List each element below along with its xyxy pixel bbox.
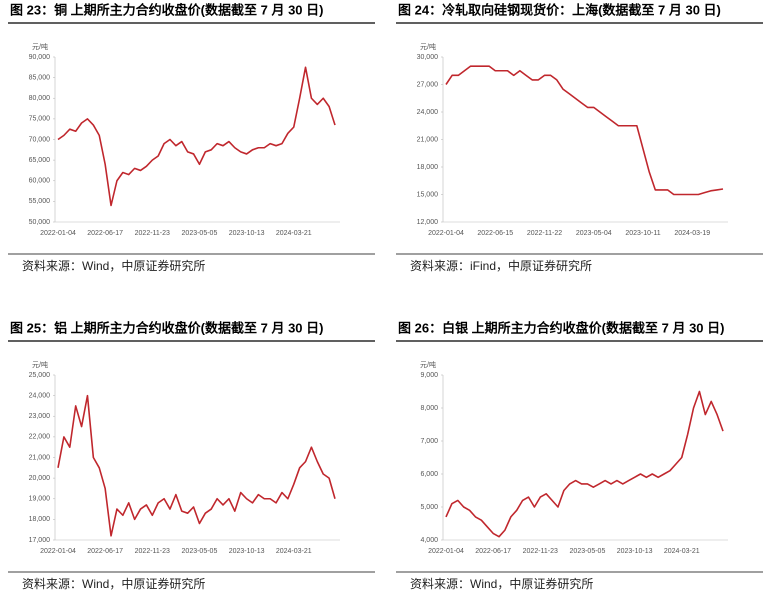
y-axis-unit: 元/吨	[420, 42, 436, 51]
y-tick-label: 9,000	[420, 372, 438, 379]
y-tick-label: 5,000	[420, 504, 438, 511]
y-tick-label: 50,000	[29, 219, 51, 226]
y-tick-label: 23,000	[29, 413, 51, 420]
y-tick-label: 30,000	[417, 54, 439, 61]
x-tick-label: 2023-05-04	[576, 230, 612, 237]
y-axis-unit: 元/吨	[32, 360, 48, 369]
y-tick-label: 70,000	[29, 136, 51, 143]
source-note: 资料来源：Wind，中原证券研究所	[22, 576, 205, 591]
x-tick-label: 2022-06-17	[475, 548, 511, 555]
y-tick-label: 22,000	[29, 434, 51, 441]
y-tick-label: 65,000	[29, 157, 51, 164]
x-tick-label: 2024-03-21	[276, 230, 312, 237]
figure-title: 图 24：冷轧取向硅钢现货价：上海(数据截至 7 月 30 日)	[398, 2, 721, 17]
source-note: 资料来源：iFind，中原证券研究所	[410, 258, 592, 273]
x-tick-label: 2022-01-04	[40, 230, 76, 237]
y-tick-label: 27,000	[417, 81, 439, 88]
x-tick-label: 2022-11-22	[527, 230, 562, 237]
y-tick-label: 15,000	[417, 191, 439, 198]
x-tick-label: 2023-10-13	[617, 548, 653, 555]
x-tick-label: 2022-01-04	[40, 548, 76, 555]
y-tick-label: 17,000	[29, 537, 51, 544]
y-tick-label: 8,000	[420, 405, 438, 412]
y-tick-label: 21,000	[29, 454, 51, 461]
x-tick-label: 2022-06-17	[87, 548, 123, 555]
x-tick-label: 2024-03-21	[276, 548, 312, 555]
figure-title: 图 23：铜 上期所主力合约收盘价(数据截至 7 月 30 日)	[10, 2, 323, 17]
x-tick-label: 2022-11-23	[135, 548, 170, 555]
y-axis-unit: 元/吨	[420, 360, 436, 369]
x-tick-label: 2022-01-04	[428, 230, 464, 237]
x-tick-label: 2024-03-19	[674, 230, 710, 237]
y-tick-label: 75,000	[29, 116, 51, 123]
y-tick-label: 60,000	[29, 178, 51, 185]
x-tick-label: 2022-11-23	[523, 548, 558, 555]
x-tick-label: 2024-03-21	[664, 548, 700, 555]
x-tick-label: 2023-05-05	[182, 548, 218, 555]
y-axis-unit: 元/吨	[32, 42, 48, 51]
x-tick-label: 2022-01-04	[428, 548, 464, 555]
x-tick-label: 2023-10-11	[625, 230, 660, 237]
y-tick-label: 18,000	[417, 164, 439, 171]
y-tick-label: 90,000	[29, 54, 51, 61]
y-tick-label: 80,000	[29, 95, 51, 102]
x-tick-label: 2023-10-13	[229, 548, 265, 555]
y-tick-label: 12,000	[417, 219, 439, 226]
y-tick-label: 21,000	[417, 136, 439, 143]
price-line	[57, 394, 336, 537]
y-tick-label: 4,000	[420, 537, 438, 544]
x-tick-label: 2023-05-05	[182, 230, 218, 237]
y-tick-label: 20,000	[29, 475, 51, 482]
price-line	[445, 65, 724, 196]
x-tick-label: 2022-11-23	[135, 230, 170, 237]
y-tick-label: 24,000	[29, 392, 51, 399]
figure-title: 图 25：铝 上期所主力合约收盘价(数据截至 7 月 30 日)	[10, 320, 323, 335]
y-tick-label: 19,000	[29, 496, 51, 503]
price-line	[445, 390, 724, 538]
y-tick-label: 55,000	[29, 198, 51, 205]
y-tick-label: 24,000	[417, 109, 439, 116]
y-tick-label: 25,000	[29, 372, 51, 379]
x-tick-label: 2022-06-17	[87, 230, 123, 237]
x-tick-label: 2023-10-13	[229, 230, 265, 237]
y-tick-label: 6,000	[420, 471, 438, 478]
x-tick-label: 2022-06-15	[477, 230, 513, 237]
figure-title: 图 26：白银 上期所主力合约收盘价(数据截至 7 月 30 日)	[398, 320, 724, 335]
source-note: 资料来源：Wind，中原证券研究所	[22, 258, 205, 273]
y-tick-label: 18,000	[29, 516, 51, 523]
x-tick-label: 2023-05-05	[570, 548, 606, 555]
price-line	[57, 66, 336, 207]
source-note: 资料来源：Wind，中原证券研究所	[410, 576, 593, 591]
y-tick-label: 85,000	[29, 74, 51, 81]
y-tick-label: 7,000	[420, 438, 438, 445]
